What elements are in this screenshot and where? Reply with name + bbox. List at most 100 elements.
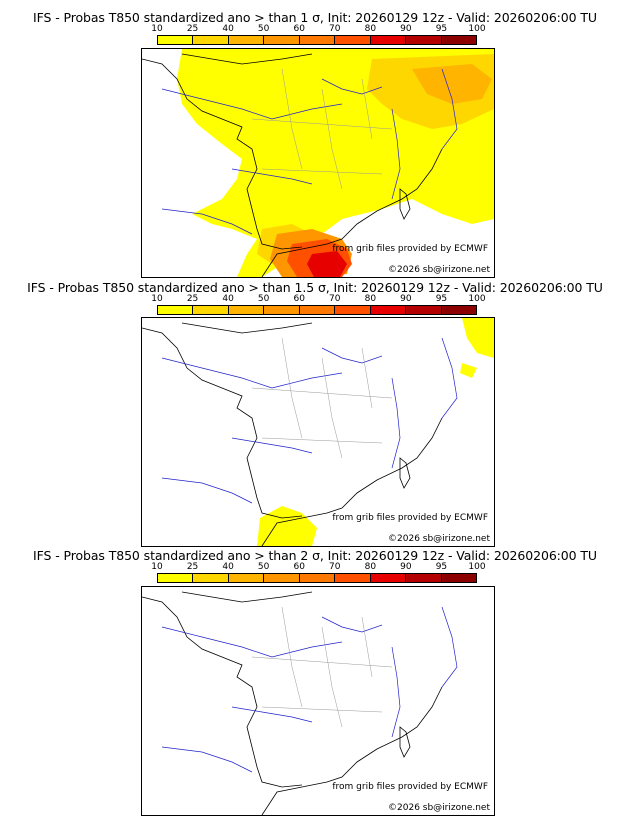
river-seine bbox=[321, 616, 383, 633]
colorbar-tick-label: 100 bbox=[468, 24, 486, 34]
river-seine bbox=[321, 347, 383, 364]
panel-2-title: IFS - Probas T850 standardized ano > tha… bbox=[27, 280, 603, 295]
colorbar-swatch bbox=[441, 36, 476, 44]
colorbar-labels: 10 25 40 50 60 70 80 90 95 100 bbox=[151, 562, 485, 573]
colorbar-tick-label: 80 bbox=[364, 294, 377, 304]
corsica bbox=[399, 457, 411, 489]
river-rhone bbox=[391, 646, 401, 738]
panel-1-colorbar: 10 25 40 50 60 70 80 90 95 100 bbox=[151, 24, 486, 45]
colorbar-tick-label: 70 bbox=[329, 294, 341, 304]
panel-3-colorbar: 10 25 40 50 60 70 80 90 95 100 bbox=[151, 562, 486, 583]
border-layer bbox=[251, 337, 393, 459]
river-ebro bbox=[161, 208, 253, 235]
colorbar-tick-label: 70 bbox=[329, 24, 341, 34]
region-borders bbox=[251, 337, 393, 459]
panel-3-title: IFS - Probas T850 standardized ano > tha… bbox=[33, 548, 597, 563]
colorbar-swatch bbox=[264, 574, 300, 582]
coastline-mediterranean bbox=[261, 148, 443, 277]
colorbar-boxes bbox=[157, 573, 477, 583]
colorbar-swatch bbox=[441, 306, 476, 314]
coastline-layer bbox=[142, 53, 443, 277]
probability-area-dark-red bbox=[307, 251, 347, 277]
colorbar-tick-label: 10 bbox=[151, 24, 163, 34]
colorbar-swatch bbox=[370, 306, 407, 314]
coastline-layer bbox=[142, 591, 443, 815]
colorbar-tick-label: 90 bbox=[400, 562, 412, 572]
credit-source: from grib files provided by ECMWF bbox=[332, 513, 488, 523]
panel-1-map: from grib files provided by ECMWF ©2026 … bbox=[141, 48, 495, 278]
colorbar-swatch bbox=[335, 36, 371, 44]
colorbar-tick-label: 50 bbox=[257, 562, 270, 572]
colorbar-tick-label: 10 bbox=[151, 294, 163, 304]
colorbar-tick-label: 95 bbox=[435, 562, 448, 572]
colorbar-swatch bbox=[193, 306, 229, 314]
colorbar-swatch bbox=[335, 306, 371, 314]
colorbar-swatch bbox=[158, 36, 194, 44]
credit-source: from grib files provided by ECMWF bbox=[332, 244, 488, 254]
panel-3-map: from grib files provided by ECMWF ©2026 … bbox=[141, 586, 495, 816]
credit-copyright: ©2026 sb@irizone.net bbox=[388, 534, 490, 544]
colorbar-boxes bbox=[157, 35, 477, 45]
colorbar-swatch bbox=[335, 574, 371, 582]
colorbar-swatch bbox=[264, 306, 300, 314]
probability-area-yellow bbox=[462, 318, 494, 358]
colorbar-swatch bbox=[158, 574, 194, 582]
colorbar-swatch bbox=[228, 36, 265, 44]
colorbar-swatch bbox=[370, 36, 407, 44]
colorbar-tick-label: 50 bbox=[257, 294, 270, 304]
colorbar-boxes bbox=[157, 305, 477, 315]
colorbar-tick-label: 95 bbox=[435, 294, 448, 304]
river-garonne bbox=[231, 437, 313, 454]
panel-2-map-svg bbox=[142, 318, 494, 546]
colorbar-tick-label: 90 bbox=[400, 294, 412, 304]
colorbar-swatch bbox=[406, 306, 442, 314]
river-loire bbox=[161, 626, 343, 658]
colorbar-tick-label: 90 bbox=[400, 24, 412, 34]
panel-1-map-svg bbox=[142, 49, 494, 277]
colorbar-tick-label: 50 bbox=[257, 24, 270, 34]
panel-2-map: from grib files provided by ECMWF ©2026 … bbox=[141, 317, 495, 547]
corsica bbox=[399, 726, 411, 758]
colorbar-swatch bbox=[228, 306, 265, 314]
probability-area-yellow bbox=[460, 363, 477, 378]
colorbar-tick-label: 95 bbox=[435, 24, 448, 34]
colorbar-swatch bbox=[193, 574, 229, 582]
river-rhine bbox=[441, 337, 458, 419]
colorbar-swatch bbox=[406, 574, 442, 582]
coastline-layer bbox=[142, 322, 443, 546]
river-loire bbox=[161, 88, 343, 120]
colorbar-tick-label: 25 bbox=[186, 562, 199, 572]
colorbar-tick-label: 70 bbox=[329, 562, 341, 572]
colorbar-swatch bbox=[158, 306, 194, 314]
colorbar-swatch bbox=[370, 574, 407, 582]
river-layer bbox=[161, 606, 458, 773]
river-rhine bbox=[441, 606, 458, 688]
river-rhine bbox=[441, 68, 458, 150]
region-borders bbox=[251, 606, 393, 728]
colorbar-tick-label: 80 bbox=[364, 24, 377, 34]
river-ebro bbox=[161, 477, 253, 504]
credit-copyright: ©2026 sb@irizone.net bbox=[388, 265, 490, 275]
river-rhone bbox=[391, 377, 401, 469]
colorbar-swatch bbox=[264, 36, 300, 44]
uk-south-coast bbox=[181, 322, 313, 334]
colorbar-tick-label: 60 bbox=[293, 562, 305, 572]
colorbar-tick-label: 25 bbox=[186, 294, 199, 304]
colorbar-tick-label: 60 bbox=[293, 294, 305, 304]
region-borders bbox=[251, 68, 393, 190]
uk-south-coast bbox=[181, 53, 313, 65]
river-garonne bbox=[231, 168, 313, 185]
coastline-atlantic bbox=[142, 596, 303, 788]
uk-south-coast bbox=[181, 591, 313, 603]
colorbar-tick-label: 100 bbox=[468, 562, 486, 572]
colorbar-labels: 10 25 40 50 60 70 80 90 95 100 bbox=[151, 24, 485, 35]
probability-fill-layer bbox=[257, 318, 494, 546]
colorbar-tick-label: 25 bbox=[186, 24, 199, 34]
colorbar-swatch bbox=[228, 574, 265, 582]
colorbar-labels: 10 25 40 50 60 70 80 90 95 100 bbox=[151, 294, 485, 305]
river-layer bbox=[161, 68, 458, 235]
corsica bbox=[399, 188, 411, 220]
panel-3-map-svg bbox=[142, 591, 458, 815]
colorbar-swatch bbox=[299, 306, 336, 314]
colorbar-swatch bbox=[299, 574, 336, 582]
